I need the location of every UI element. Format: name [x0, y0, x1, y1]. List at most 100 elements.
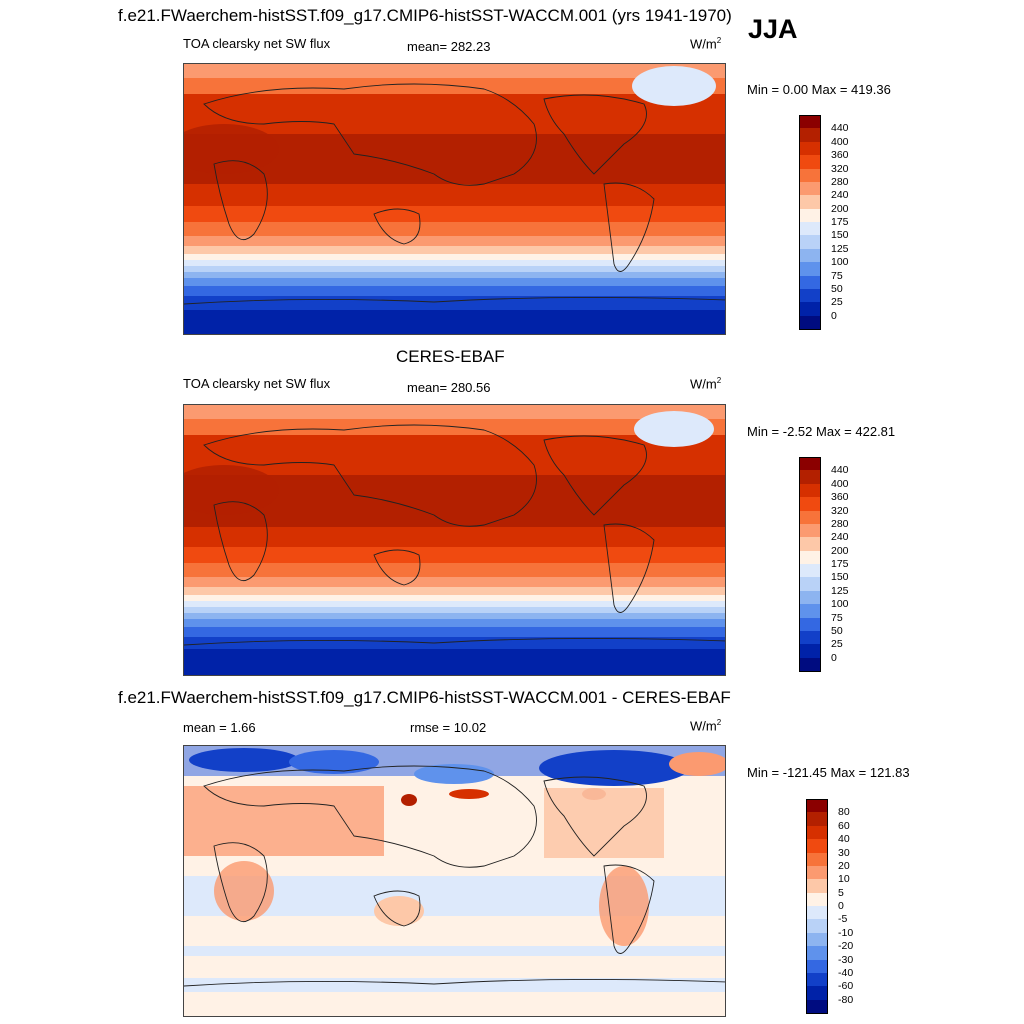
- colorbar-swatch: [799, 222, 821, 236]
- colorbar-swatch: [799, 470, 821, 485]
- panel3-rmse-label: rmse = 10.02: [410, 720, 487, 735]
- colorbar-swatch: [799, 302, 821, 317]
- colorbar-swatch: [799, 604, 821, 618]
- colorbar-swatch: [799, 181, 821, 196]
- colorbar-swatch: [806, 999, 828, 1014]
- panel1-units: W/m2: [690, 36, 722, 52]
- colorbar-swatch: [806, 799, 828, 813]
- colorbar-tick-label: 125: [831, 584, 849, 597]
- colorbar-swatch: [806, 839, 828, 853]
- colorbar-swatch: [799, 457, 821, 471]
- colorbar-swatch: [799, 155, 821, 169]
- colorbar-swatch: [806, 986, 828, 1001]
- colorbar-swatch: [799, 248, 821, 263]
- colorbar-swatch: [806, 972, 828, 987]
- colorbar-swatch: [799, 483, 821, 498]
- colorbar-swatch: [799, 275, 821, 290]
- colorbar-tick-label: 200: [831, 202, 849, 215]
- panel1-map: [183, 63, 726, 335]
- colorbar-tick-label: 240: [831, 189, 849, 202]
- panel1-variable-label: TOA clearsky net SW flux: [183, 36, 331, 51]
- colorbar-tick-label: 10: [838, 873, 850, 886]
- colorbar-swatch: [799, 510, 821, 525]
- colorbar-swatch: [799, 577, 821, 592]
- colorbar-tick-label: 5: [838, 886, 844, 899]
- colorbar-swatch: [799, 208, 821, 223]
- colorbar-swatch: [806, 959, 828, 974]
- panel2-units: W/m2: [690, 376, 722, 392]
- season-label: JJA: [748, 14, 798, 44]
- panel2-map-field: [184, 405, 725, 675]
- panel1-title: f.e21.FWaerchem-histSST.f09_g17.CMIP6-hi…: [118, 6, 732, 25]
- colorbar-swatch: [806, 932, 828, 947]
- colorbar-tick-label: 30: [838, 846, 850, 859]
- colorbar-tick-label: 0: [838, 900, 844, 912]
- colorbar-tick-label: -5: [838, 913, 848, 926]
- colorbar-tick-label: 80: [838, 806, 850, 819]
- colorbar-swatch: [799, 523, 821, 538]
- colorbar-tick-label: 320: [831, 162, 849, 175]
- colorbar-tick-label: -60: [838, 980, 854, 993]
- panel1-mean-label: mean= 282.23: [407, 39, 491, 54]
- colorbar-tick-label: 280: [831, 175, 849, 188]
- colorbar-tick-label: 360: [831, 149, 849, 162]
- panel3-units: W/m2: [690, 718, 722, 734]
- colorbar-tick-label: -80: [838, 993, 854, 1006]
- colorbar-swatch: [799, 195, 821, 210]
- colorbar-tick-label: 400: [831, 477, 849, 490]
- colorbar-tick-label: -40: [838, 966, 854, 979]
- panel2-variable-label: TOA clearsky net SW flux: [183, 376, 331, 391]
- colorbar-tick-label: 150: [831, 571, 849, 584]
- panel2-map: [183, 404, 726, 676]
- colorbar-tick-label: 100: [831, 256, 849, 269]
- panel3-colorbar: 80 60 40 30 20 10 5 0 -5 -10 -20 -30 -40 -60 -80: [806, 799, 886, 1014]
- colorbar-tick-label: 60: [838, 819, 850, 832]
- colorbar-tick-label: 320: [831, 504, 849, 517]
- colorbar-tick-label: 440: [831, 464, 849, 477]
- panel3-map-field: [184, 746, 725, 1016]
- colorbar-tick-label: 50: [831, 282, 843, 295]
- colorbar-swatch: [799, 537, 821, 552]
- colorbar-tick-label: 100: [831, 598, 849, 611]
- colorbar-tick-label: 150: [831, 229, 849, 242]
- colorbar-tick-label: -20: [838, 940, 854, 953]
- colorbar-swatch: [799, 115, 821, 129]
- colorbar-tick-label: 360: [831, 491, 849, 504]
- colorbar-swatch: [799, 644, 821, 659]
- colorbar-tick-label: 50: [831, 624, 843, 637]
- panel3-mean-label: mean = 1.66: [183, 720, 256, 735]
- panel1-minmax: Min = 0.00 Max = 419.36: [747, 82, 891, 97]
- colorbar-swatch: [799, 497, 821, 511]
- colorbar-tick-label: 200: [831, 544, 849, 557]
- colorbar-swatch: [806, 879, 828, 894]
- colorbar-swatch: [799, 564, 821, 578]
- colorbar-swatch: [806, 906, 828, 920]
- panel2-title: CERES-EBAF: [396, 347, 505, 366]
- colorbar-swatch: [806, 892, 828, 907]
- colorbar-swatch: [799, 288, 821, 303]
- colorbar-tick-label: 240: [831, 531, 849, 544]
- colorbar-swatch: [799, 550, 821, 565]
- panel3-minmax: Min = -121.45 Max = 121.83: [747, 765, 910, 780]
- colorbar-tick-label: 125: [831, 242, 849, 255]
- panel3-title: f.e21.FWaerchem-histSST.f09_g17.CMIP6-hi…: [118, 688, 731, 707]
- colorbar-tick-label: 0: [831, 309, 837, 322]
- panel2-colorbar: 440 400 360 320 280 240 200 175 150 125 100 75 50 25 0: [799, 457, 879, 672]
- colorbar-tick-label: 280: [831, 517, 849, 530]
- panel2-minmax: Min = -2.52 Max = 422.81: [747, 424, 896, 439]
- colorbar-swatch: [806, 812, 828, 827]
- colorbar-tick-label: 25: [831, 638, 843, 651]
- panel2-mean-label: mean= 280.56: [407, 380, 491, 395]
- colorbar-swatch: [799, 128, 821, 143]
- colorbar-tick-label: 175: [831, 558, 849, 570]
- panel3-map: [183, 745, 726, 1017]
- colorbar-tick-label: 75: [831, 611, 843, 624]
- colorbar-tick-label: -30: [838, 953, 854, 966]
- colorbar-tick-label: 25: [831, 296, 843, 309]
- colorbar-swatch: [806, 946, 828, 960]
- colorbar-swatch: [799, 617, 821, 632]
- colorbar-tick-label: 0: [831, 651, 837, 664]
- panel1-colorbar: 440 400 360 320 280 240 200 175 150 125 100 75 50 25 0: [799, 115, 879, 330]
- colorbar-swatch: [799, 235, 821, 250]
- colorbar-swatch: [806, 825, 828, 840]
